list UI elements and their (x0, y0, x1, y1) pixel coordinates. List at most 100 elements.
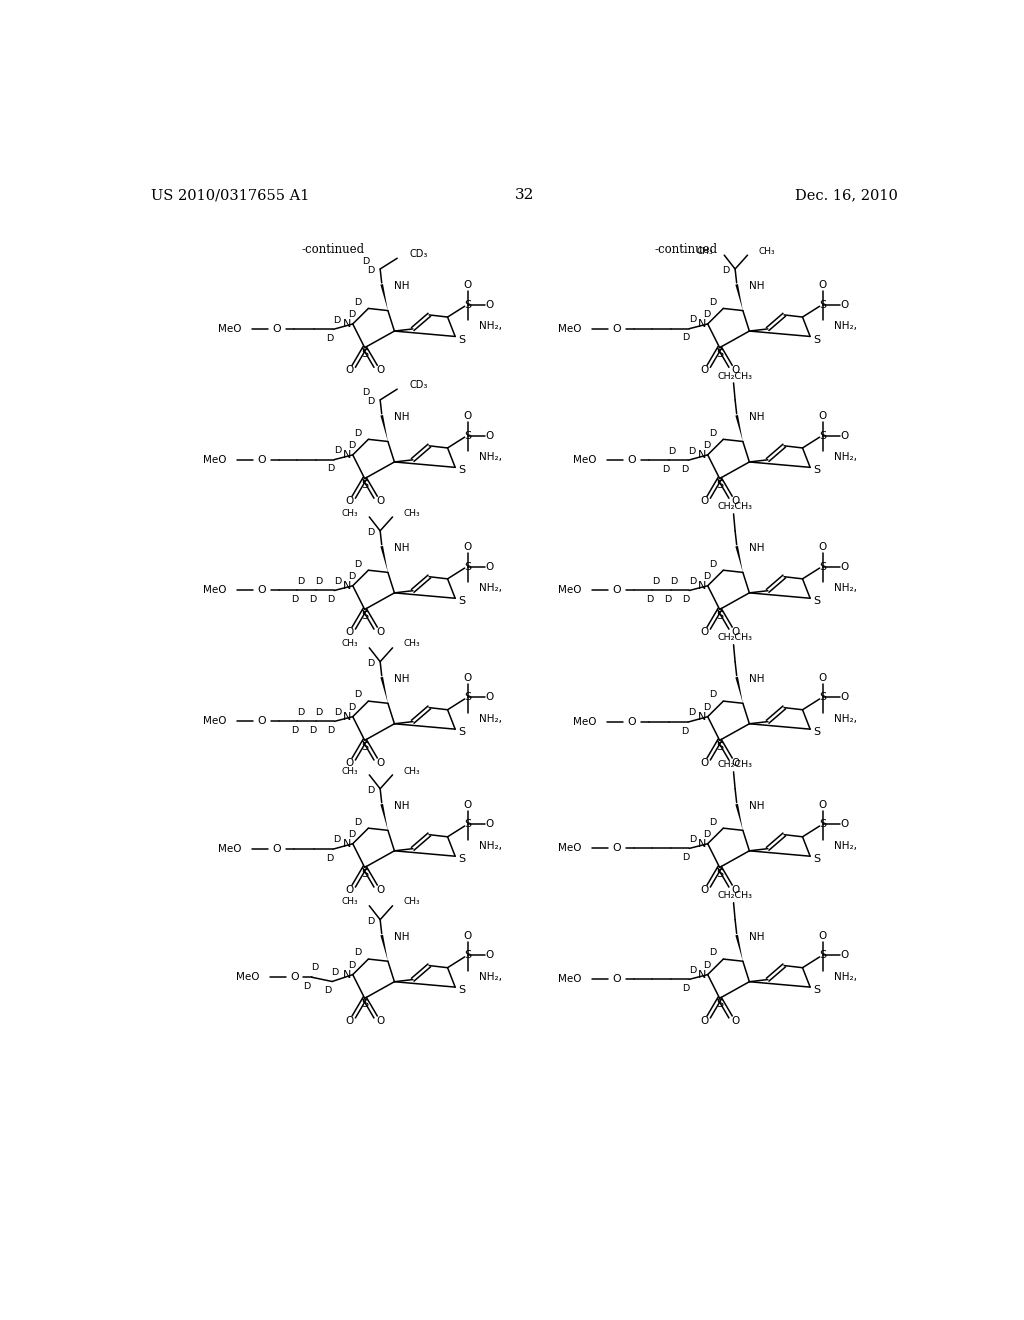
Text: NH₂,: NH₂, (478, 841, 502, 851)
Text: D: D (709, 948, 716, 957)
Text: O: O (345, 884, 353, 895)
Text: S: S (716, 999, 723, 1010)
Text: S: S (464, 820, 471, 829)
Text: D: D (689, 577, 696, 586)
Text: N: N (698, 319, 707, 329)
Text: D: D (354, 690, 361, 700)
Text: S: S (813, 466, 820, 475)
Text: CH₃: CH₃ (342, 898, 358, 907)
Text: CH₃: CH₃ (342, 767, 358, 776)
Text: D: D (291, 726, 298, 735)
Text: -continued: -continued (302, 243, 365, 256)
Text: S: S (464, 300, 471, 310)
Text: NH₂,: NH₂, (478, 453, 502, 462)
Text: MeO: MeO (203, 454, 226, 465)
Text: S: S (716, 742, 723, 751)
Text: NH: NH (749, 543, 765, 553)
Text: NH₂,: NH₂, (478, 583, 502, 593)
Text: D: D (709, 690, 716, 700)
Text: N: N (698, 450, 707, 459)
Text: NH: NH (394, 281, 410, 290)
Text: Dec. 16, 2010: Dec. 16, 2010 (796, 189, 898, 202)
Text: O: O (818, 543, 826, 552)
Text: D: D (709, 298, 716, 306)
Text: -continued: -continued (654, 243, 718, 256)
Text: NH₂,: NH₂, (834, 453, 856, 462)
Text: S: S (819, 430, 826, 441)
Text: D: D (688, 709, 695, 717)
Text: O: O (464, 412, 472, 421)
Text: O: O (628, 455, 636, 465)
Text: D: D (362, 388, 370, 397)
Text: MeO: MeO (572, 455, 596, 465)
Text: O: O (818, 800, 826, 810)
Text: O: O (731, 758, 739, 768)
Text: US 2010/0317655 A1: US 2010/0317655 A1 (152, 189, 309, 202)
Text: S: S (458, 597, 465, 606)
Text: D: D (354, 817, 361, 826)
Text: CH₃: CH₃ (403, 508, 420, 517)
Text: O: O (612, 586, 622, 595)
Polygon shape (735, 284, 742, 310)
Text: O: O (818, 412, 826, 421)
Text: D: D (354, 429, 361, 438)
Text: O: O (464, 673, 472, 684)
Text: CH₃: CH₃ (759, 247, 775, 256)
Text: S: S (819, 820, 826, 829)
Text: CH₂CH₃: CH₂CH₃ (718, 503, 753, 511)
Text: O: O (731, 1015, 739, 1026)
Text: S: S (813, 334, 820, 345)
Text: O: O (612, 974, 622, 985)
Text: MeO: MeO (236, 973, 259, 982)
Text: O: O (291, 973, 299, 982)
Text: D: D (702, 961, 710, 970)
Text: D: D (328, 465, 335, 474)
Text: N: N (343, 581, 351, 591)
Text: D: D (311, 964, 318, 973)
Text: O: O (818, 673, 826, 684)
Text: S: S (813, 854, 820, 865)
Text: O: O (700, 366, 709, 375)
Polygon shape (735, 677, 742, 704)
Text: NH₂,: NH₂, (834, 583, 856, 593)
Text: O: O (700, 496, 709, 506)
Text: S: S (464, 693, 471, 702)
Text: NH: NH (394, 412, 410, 422)
Text: CH₂CH₃: CH₂CH₃ (718, 891, 753, 900)
Text: O: O (485, 950, 494, 961)
Text: O: O (485, 300, 494, 310)
Text: CH₂CH₃: CH₂CH₃ (718, 760, 753, 770)
Text: D: D (702, 830, 710, 838)
Text: D: D (297, 708, 304, 717)
Text: MeO: MeO (203, 586, 226, 595)
Text: O: O (700, 1015, 709, 1026)
Text: S: S (458, 727, 465, 738)
Text: S: S (813, 985, 820, 995)
Text: O: O (612, 323, 622, 334)
Text: O: O (612, 843, 622, 854)
Text: S: S (819, 950, 826, 961)
Text: O: O (345, 366, 353, 375)
Text: D: D (689, 966, 696, 974)
Text: D: D (689, 834, 696, 843)
Text: D: D (709, 817, 716, 826)
Text: D: D (332, 968, 339, 977)
Text: O: O (376, 366, 384, 375)
Text: D: D (368, 528, 375, 537)
Text: O: O (841, 950, 849, 961)
Text: CH₃: CH₃ (403, 767, 420, 776)
Text: D: D (702, 572, 710, 581)
Text: D: D (328, 595, 335, 605)
Text: O: O (485, 693, 494, 702)
Text: O: O (272, 843, 282, 854)
Text: S: S (813, 597, 820, 606)
Text: D: D (348, 572, 355, 581)
Text: D: D (368, 916, 375, 925)
Text: O: O (485, 820, 494, 829)
Text: D: D (354, 298, 361, 306)
Text: S: S (361, 999, 369, 1010)
Polygon shape (735, 804, 742, 830)
Text: S: S (361, 869, 369, 879)
Text: MeO: MeO (218, 843, 242, 854)
Text: NH: NH (749, 673, 765, 684)
